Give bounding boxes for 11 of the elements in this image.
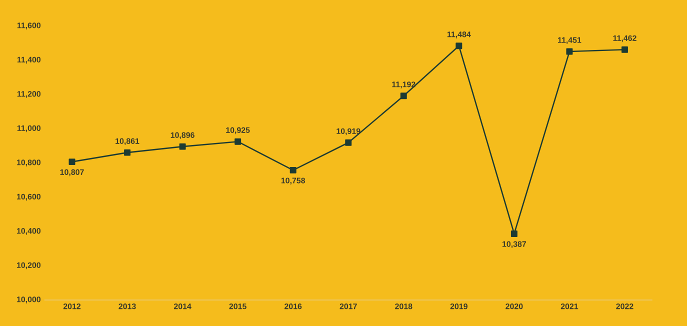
point	[124, 149, 131, 156]
point	[566, 48, 573, 55]
point	[400, 92, 407, 100]
point	[456, 42, 462, 50]
point	[345, 139, 352, 146]
point	[68, 158, 76, 166]
point	[234, 138, 242, 145]
point	[290, 166, 296, 174]
point	[510, 230, 518, 237]
point	[179, 143, 186, 150]
point	[621, 46, 628, 53]
